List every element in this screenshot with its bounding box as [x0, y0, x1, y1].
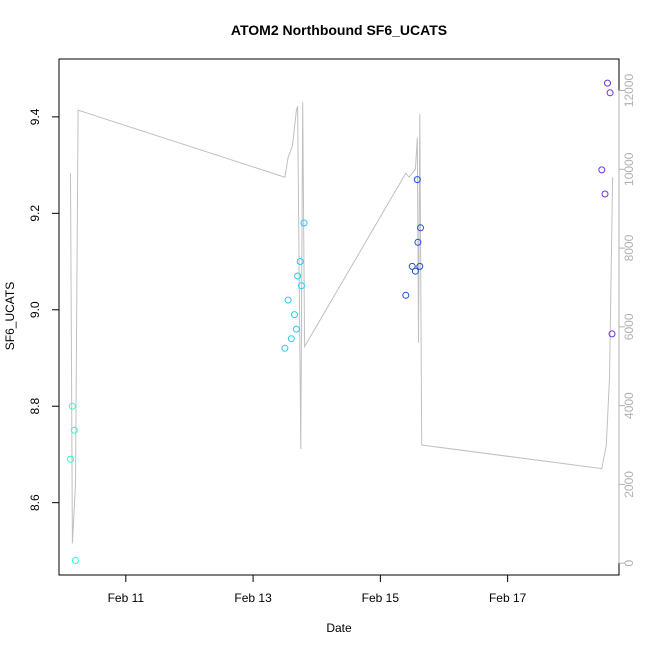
y-right-tick-label: 6000: [622, 313, 636, 340]
y-axis: 8.6 8.8 9.0 9.2 9.4: [28, 108, 60, 511]
data-point: [402, 291, 410, 299]
chart-title: ATOM2 Northbound SF6_UCATS: [231, 22, 447, 38]
data-point: [416, 262, 424, 270]
data-point: [414, 238, 422, 246]
data-point: [601, 190, 609, 198]
data-point: [294, 272, 302, 280]
y-right-tick-label: 12000: [622, 74, 636, 108]
data-point: [300, 219, 308, 227]
data-point: [411, 267, 419, 275]
data-point: [68, 402, 76, 410]
x-axis-label: Date: [326, 621, 352, 635]
data-point: [281, 344, 289, 352]
y-right-tick-label: 0: [622, 560, 636, 567]
points-layer: [67, 79, 616, 564]
series-2: [281, 219, 308, 352]
data-point: [291, 311, 298, 319]
y-right-tick-label: 4000: [622, 392, 636, 419]
altitude-line-layer: [70, 102, 614, 544]
y-tick-label: 9.0: [28, 301, 42, 318]
x-tick-label: Feb 15: [362, 591, 400, 605]
data-point: [298, 282, 305, 290]
data-point: [606, 89, 614, 97]
y-axis-right: 0 2000 4000 6000 8000 10000 12000: [618, 74, 636, 567]
data-point: [604, 79, 611, 87]
data-point: [72, 557, 79, 564]
data-point: [408, 262, 416, 270]
data-point: [287, 335, 295, 343]
y-tick-label: 8.8: [28, 398, 42, 415]
plot-area: [58, 58, 620, 576]
data-point: [417, 224, 424, 232]
x-tick-label: Feb 11: [108, 591, 145, 605]
x-tick-label: Feb 13: [234, 591, 272, 605]
data-point: [608, 330, 616, 338]
altitude-line: [70, 102, 614, 544]
series-4: [598, 79, 616, 338]
x-tick-label: Feb 17: [489, 591, 527, 605]
series-1: [67, 402, 79, 564]
data-point: [284, 296, 292, 304]
y-axis-label: SF6_UCATS: [3, 282, 17, 350]
y-right-tick-label: 2000: [622, 471, 636, 498]
y-right-tick-label: 8000: [622, 234, 636, 261]
data-point: [598, 166, 606, 174]
y-tick-label: 9.4: [28, 108, 42, 125]
y-tick-label: 8.6: [28, 494, 42, 511]
data-point: [70, 426, 78, 434]
data-point: [413, 176, 421, 184]
x-axis: Feb 11 Feb 13 Feb 15 Feb 17: [108, 574, 527, 605]
data-point: [296, 258, 304, 265]
data-point: [67, 455, 74, 463]
data-point: [292, 325, 300, 333]
y-right-tick-label: 10000: [622, 152, 636, 186]
series-3: [402, 176, 424, 299]
y-tick-label: 9.2: [28, 205, 42, 222]
